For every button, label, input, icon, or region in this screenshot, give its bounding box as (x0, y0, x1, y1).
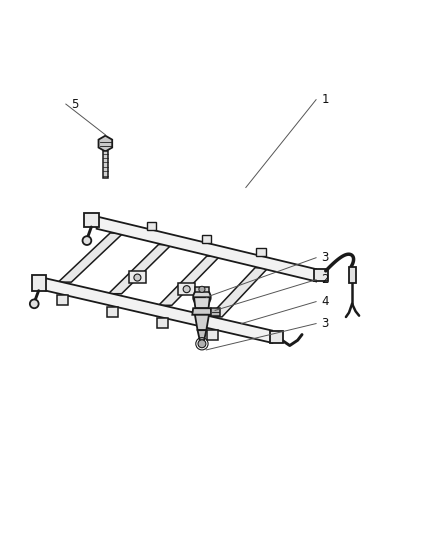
Polygon shape (256, 248, 265, 256)
Circle shape (183, 286, 190, 293)
Polygon shape (194, 297, 209, 308)
Polygon shape (178, 283, 194, 295)
Polygon shape (108, 245, 171, 294)
Polygon shape (96, 216, 315, 281)
Polygon shape (84, 213, 99, 227)
Circle shape (198, 340, 205, 348)
Polygon shape (208, 268, 268, 317)
Polygon shape (269, 330, 283, 343)
Polygon shape (197, 330, 206, 340)
Polygon shape (57, 295, 67, 305)
Polygon shape (58, 233, 123, 282)
Text: 3: 3 (321, 251, 328, 264)
Polygon shape (313, 269, 328, 281)
Polygon shape (207, 330, 218, 340)
Text: 5: 5 (71, 98, 78, 110)
Circle shape (134, 274, 141, 281)
Polygon shape (195, 287, 208, 292)
Polygon shape (210, 308, 220, 316)
Text: 3: 3 (321, 317, 328, 330)
Text: 1: 1 (321, 93, 328, 106)
Polygon shape (129, 271, 145, 283)
Polygon shape (201, 235, 211, 243)
Circle shape (82, 236, 91, 245)
Polygon shape (158, 256, 219, 305)
Circle shape (30, 300, 39, 308)
Polygon shape (44, 278, 272, 343)
Polygon shape (103, 151, 107, 178)
Circle shape (198, 286, 205, 293)
Polygon shape (348, 268, 355, 283)
Polygon shape (107, 307, 117, 317)
Polygon shape (194, 315, 208, 330)
Polygon shape (192, 308, 211, 315)
Text: 2: 2 (321, 273, 328, 286)
Text: 4: 4 (321, 295, 328, 308)
Polygon shape (32, 275, 46, 290)
Polygon shape (146, 222, 156, 230)
Polygon shape (98, 136, 112, 151)
Polygon shape (157, 319, 168, 328)
Circle shape (193, 288, 210, 306)
